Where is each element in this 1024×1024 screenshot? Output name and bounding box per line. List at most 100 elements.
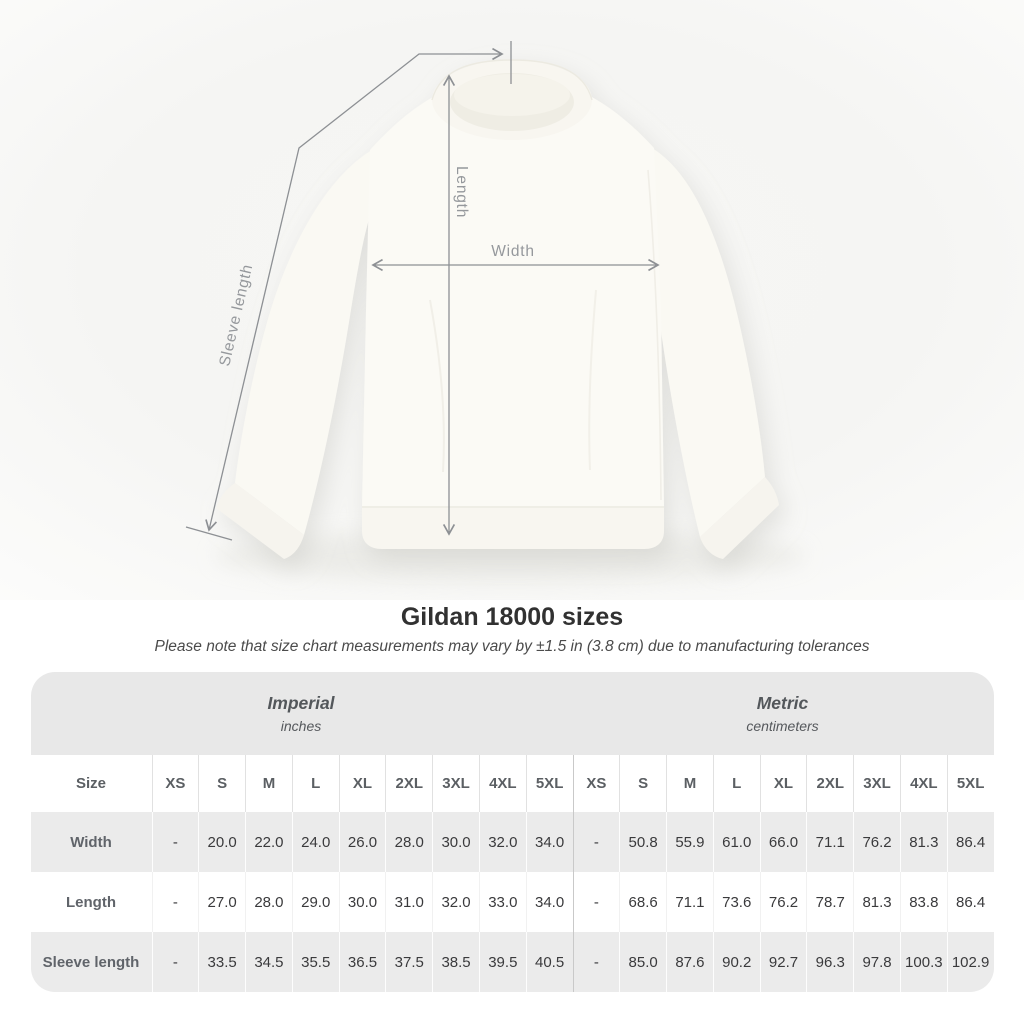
row-label: Sleeve length (31, 932, 152, 992)
value-cell: 27.0 (198, 872, 245, 932)
value-cell: - (572, 932, 620, 992)
value-cell: 76.2 (759, 872, 807, 932)
value-cell-text: 22.0 (254, 833, 284, 851)
value-cell-text: 90.2 (722, 953, 752, 971)
size-header-metric-text: 2XL (816, 775, 845, 792)
value-cell-text: 55.9 (675, 833, 705, 851)
value-cell-text: 32.0 (441, 893, 471, 911)
value-cell-text: 37.5 (394, 953, 424, 971)
value-cell: 20.0 (198, 812, 245, 872)
value-cell: 31.0 (385, 872, 432, 932)
value-cell: 73.6 (712, 872, 760, 932)
size-header-metric-text: XS (586, 775, 607, 792)
value-cell: 34.0 (525, 812, 573, 872)
row-label: Length (31, 872, 152, 932)
size-header-metric: 3XL (853, 755, 900, 812)
value-cell-text: 34.0 (535, 893, 565, 911)
size-header-metric: S (619, 755, 666, 812)
size-header-metric: 4XL (899, 755, 947, 812)
value-cell: 86.4 (946, 872, 994, 932)
value-cell-text: 28.0 (394, 833, 424, 851)
size-header-row: Size XS S M L XL 2XL 3XL 4XL 5XL XS S M L XL 2XL 3XL 4XL 5… (30, 755, 994, 812)
size-header-imperial-text: XS (165, 775, 186, 792)
value-cell-text: 32.0 (488, 833, 518, 851)
size-header-metric-text: 3XL (863, 775, 891, 792)
value-cell: 29.0 (291, 872, 339, 932)
value-cell-text: 102.9 (951, 953, 990, 971)
imperial-title: Imperial (267, 693, 335, 713)
value-cell: 40.5 (525, 932, 573, 992)
value-cell-text: 71.1 (675, 893, 705, 911)
size-header-metric-text: L (732, 775, 742, 792)
value-cell-text: 35.5 (301, 953, 331, 971)
value-cell-text: 28.0 (254, 893, 284, 911)
page-title: Gildan 18000 sizes (400, 603, 624, 631)
value-cell-text: 29.0 (301, 893, 331, 911)
table-row: Width - 20.0 22.0 24.0 26.0 28.0 30.0 32.0 34.0 - 5… (30, 812, 994, 872)
size-header-metric: XL (759, 755, 807, 812)
cuff-tick-line (185, 526, 233, 541)
size-header-metric-text: S (638, 775, 649, 792)
size-grid: Size XS S M L XL 2XL 3XL 4XL 5XL XS S M L XL 2XL 3XL 4XL 5… (30, 755, 994, 992)
value-cell: 28.0 (245, 872, 292, 932)
value-cell-text: - (593, 893, 599, 911)
value-cell: 83.8 (899, 872, 947, 932)
size-header-metric: 5XL (946, 755, 994, 812)
value-cell: 71.1 (806, 812, 853, 872)
value-cell: 24.0 (291, 812, 339, 872)
unit-band: Imperial inches Metric centimeters (30, 672, 994, 755)
title-block: Gildan 18000 sizes Please note that size… (0, 602, 1024, 656)
value-cell-text: 38.5 (441, 953, 471, 971)
value-cell-text: 31.0 (394, 893, 424, 911)
value-cell: 66.0 (759, 812, 807, 872)
value-cell: 81.3 (899, 812, 947, 872)
tolerance-note: Please note that size chart measurements… (154, 638, 870, 655)
size-column-header-text: Size (75, 775, 106, 792)
value-cell: 68.6 (619, 872, 666, 932)
value-cell-text: 86.4 (956, 833, 986, 851)
size-header-imperial: L (291, 755, 339, 812)
value-cell: 85.0 (619, 932, 666, 992)
size-header-imperial-text: XL (352, 775, 373, 792)
value-cell: 102.9 (946, 932, 994, 992)
value-cell-text: - (593, 833, 599, 851)
size-header-imperial-text: 5XL (535, 775, 564, 792)
value-cell: 30.0 (338, 872, 386, 932)
size-column-header: Size (31, 755, 152, 812)
length-label: Length (453, 166, 470, 218)
value-cell-text: - (172, 833, 178, 851)
value-cell-text: 76.2 (768, 893, 799, 911)
row-label-text: Width (70, 833, 112, 851)
value-cell-text: 40.5 (535, 953, 565, 971)
metric-title: Metric (756, 693, 809, 713)
value-cell: 86.4 (946, 812, 994, 872)
value-cell-text: 81.3 (909, 833, 939, 851)
value-cell: 92.7 (759, 932, 807, 992)
table-row: Sleeve length - 33.5 34.5 35.5 36.5 37.5 38.5 39… (30, 932, 994, 992)
value-cell: 34.0 (525, 872, 573, 932)
size-header-imperial: 4XL (478, 755, 526, 812)
size-header-metric: 2XL (806, 755, 853, 812)
value-cell: 78.7 (806, 872, 853, 932)
value-cell-text: 36.5 (347, 953, 378, 971)
value-cell: 36.5 (338, 932, 386, 992)
value-cell: 37.5 (385, 932, 432, 992)
value-cell-text: 87.6 (675, 953, 705, 971)
value-cell-text: 34.5 (254, 953, 284, 971)
value-cell: 28.0 (385, 812, 432, 872)
size-header-metric: M (666, 755, 713, 812)
product-measurement-diagram: Length Width Sleeve length (0, 0, 1024, 600)
size-header-imperial: 2XL (385, 755, 432, 812)
size-header-imperial: 3XL (432, 755, 479, 812)
value-cell: 71.1 (666, 872, 713, 932)
value-cell-text: 71.1 (815, 833, 845, 851)
value-cell: 33.0 (478, 872, 526, 932)
value-cell: 32.0 (478, 812, 526, 872)
value-cell-text: - (593, 953, 599, 971)
value-cell: - (151, 812, 199, 872)
value-cell: - (572, 872, 620, 932)
imperial-unit: inches (280, 718, 322, 734)
value-cell: 55.9 (666, 812, 713, 872)
value-cell-text: 68.6 (628, 893, 658, 911)
